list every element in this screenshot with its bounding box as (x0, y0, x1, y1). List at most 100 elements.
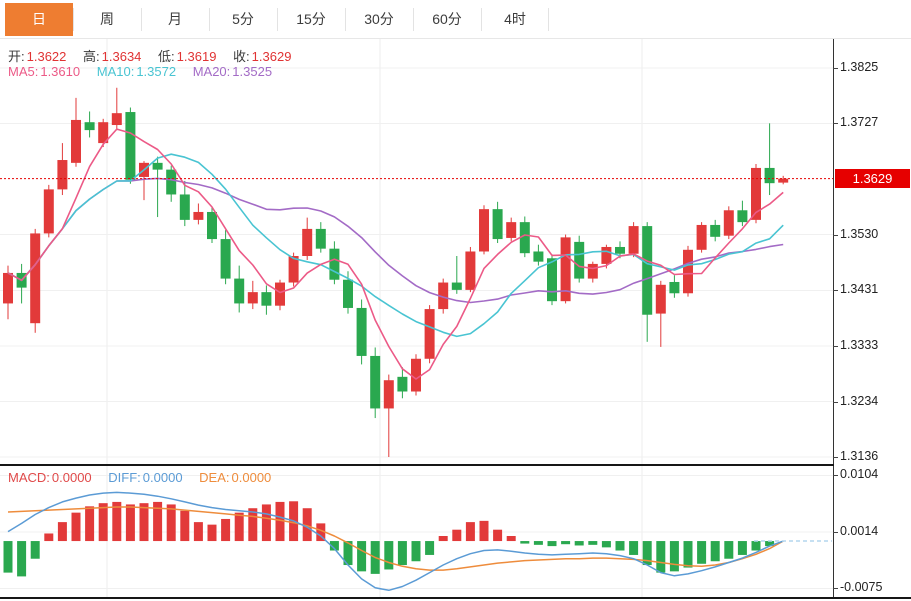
macd-bar (465, 522, 475, 542)
macd-bar (125, 504, 135, 542)
panel-separator (0, 464, 834, 466)
macd-bar (425, 541, 435, 555)
macd-axis-label-dash (833, 532, 838, 533)
macd-bar (85, 506, 95, 542)
candle-body (601, 246, 612, 264)
candle-body (533, 251, 544, 262)
macd-bar (139, 503, 149, 542)
macd-bar (166, 504, 176, 542)
candle-body (710, 224, 721, 237)
macd-bar (98, 503, 108, 542)
candle-body (764, 167, 775, 184)
candlestick-chart[interactable] (0, 39, 833, 466)
macd-bar (30, 541, 40, 559)
macd-bar (329, 541, 339, 551)
ohlc-legend: 开: 1.3622 高: 1.3634 低: 1.3619 收: 1.3629 (8, 46, 304, 65)
candle-body (519, 222, 530, 254)
candle-body (424, 309, 435, 359)
macd-bar (765, 541, 775, 547)
ma10-line (7, 153, 784, 338)
candle-body (193, 211, 204, 220)
ma-legend: MA5: 1.3610 MA10: 1.3572 MA20: 1.3525 (8, 64, 285, 79)
candle-body (574, 241, 585, 279)
candle-body (655, 284, 666, 314)
price-axis-label: 1.3530 (840, 227, 879, 241)
candle-body (343, 279, 353, 308)
macd-bar (180, 510, 190, 542)
tab-monthly[interactable]: 月 (141, 0, 209, 39)
ma5-line (7, 128, 784, 380)
macd-bar (656, 541, 666, 573)
macd-bar (588, 541, 598, 545)
candle-body (411, 358, 421, 392)
macd-bar (411, 541, 421, 562)
price-axis-label-dash (833, 68, 838, 69)
macd-bar (207, 524, 217, 542)
price-axis-label: 1.3333 (840, 338, 879, 352)
diff-readout: DIFF: 0.0000 (108, 470, 183, 485)
candle-body (642, 226, 653, 315)
candle-body (669, 281, 680, 294)
candle-body (329, 248, 340, 280)
tab-weekly[interactable]: 周 (73, 0, 141, 39)
candle-body (207, 211, 217, 240)
candle-body (84, 122, 95, 131)
macd-axis-label: 0.0014 (840, 524, 879, 538)
tab-60min[interactable]: 60分 (413, 0, 481, 39)
tab-15min[interactable]: 15分 (277, 0, 345, 39)
candle-body (615, 246, 625, 254)
ma20-readout: MA20: 1.3525 (192, 64, 273, 79)
price-axis-label: 1.3825 (840, 60, 879, 74)
dea-line (7, 506, 784, 571)
tab-daily[interactable]: 日 (5, 3, 73, 36)
macd-bar (261, 504, 271, 542)
candle-body (288, 256, 299, 283)
candle-body (247, 292, 258, 304)
macd-bar (438, 536, 448, 542)
macd-bar (710, 541, 720, 562)
candle-body (302, 228, 313, 257)
macd-bar (751, 541, 761, 551)
candle-body (220, 239, 231, 279)
macd-bar (112, 501, 122, 542)
macd-bar (384, 541, 394, 570)
macd-bar (193, 522, 203, 542)
tab-4hour[interactable]: 4时 (481, 0, 549, 39)
price-axis-label: 1.3727 (840, 115, 879, 129)
ma20-line (7, 177, 784, 304)
candle-body (125, 112, 136, 180)
dea-readout: DEA: 0.0000 (199, 470, 272, 485)
macd-chart[interactable] (0, 466, 833, 601)
candle-body (57, 160, 68, 190)
macd-bar (629, 541, 639, 555)
candle-body (152, 162, 163, 170)
price-axis-line (833, 39, 834, 598)
candle-body (275, 282, 285, 306)
macd-axis-label-dash (833, 588, 838, 589)
candle-body (397, 376, 408, 392)
price-axis-label: 1.3431 (840, 282, 879, 296)
low-readout: 低: 1.3619 (158, 49, 217, 64)
candle-body (506, 222, 517, 238)
candle-body (587, 263, 598, 279)
macd-bar (506, 536, 516, 542)
tab-5min[interactable]: 5分 (209, 0, 277, 39)
candle-body (179, 194, 190, 220)
macd-bar (275, 501, 285, 542)
diff-line (7, 491, 784, 592)
macd-bar (493, 529, 503, 542)
candle-body (438, 282, 449, 310)
macd-bar (57, 522, 67, 542)
macd-bar (17, 541, 27, 577)
candle-body (560, 237, 571, 302)
candle-body (547, 258, 557, 302)
macd-bar (3, 541, 13, 573)
candle-body (234, 278, 245, 304)
price-axis-label-dash (833, 402, 838, 403)
macd-bar (479, 520, 489, 542)
macd-bar (683, 541, 693, 568)
macd-bar (615, 541, 625, 551)
price-axis-label-dash (833, 235, 838, 236)
tab-30min[interactable]: 30分 (345, 0, 413, 39)
